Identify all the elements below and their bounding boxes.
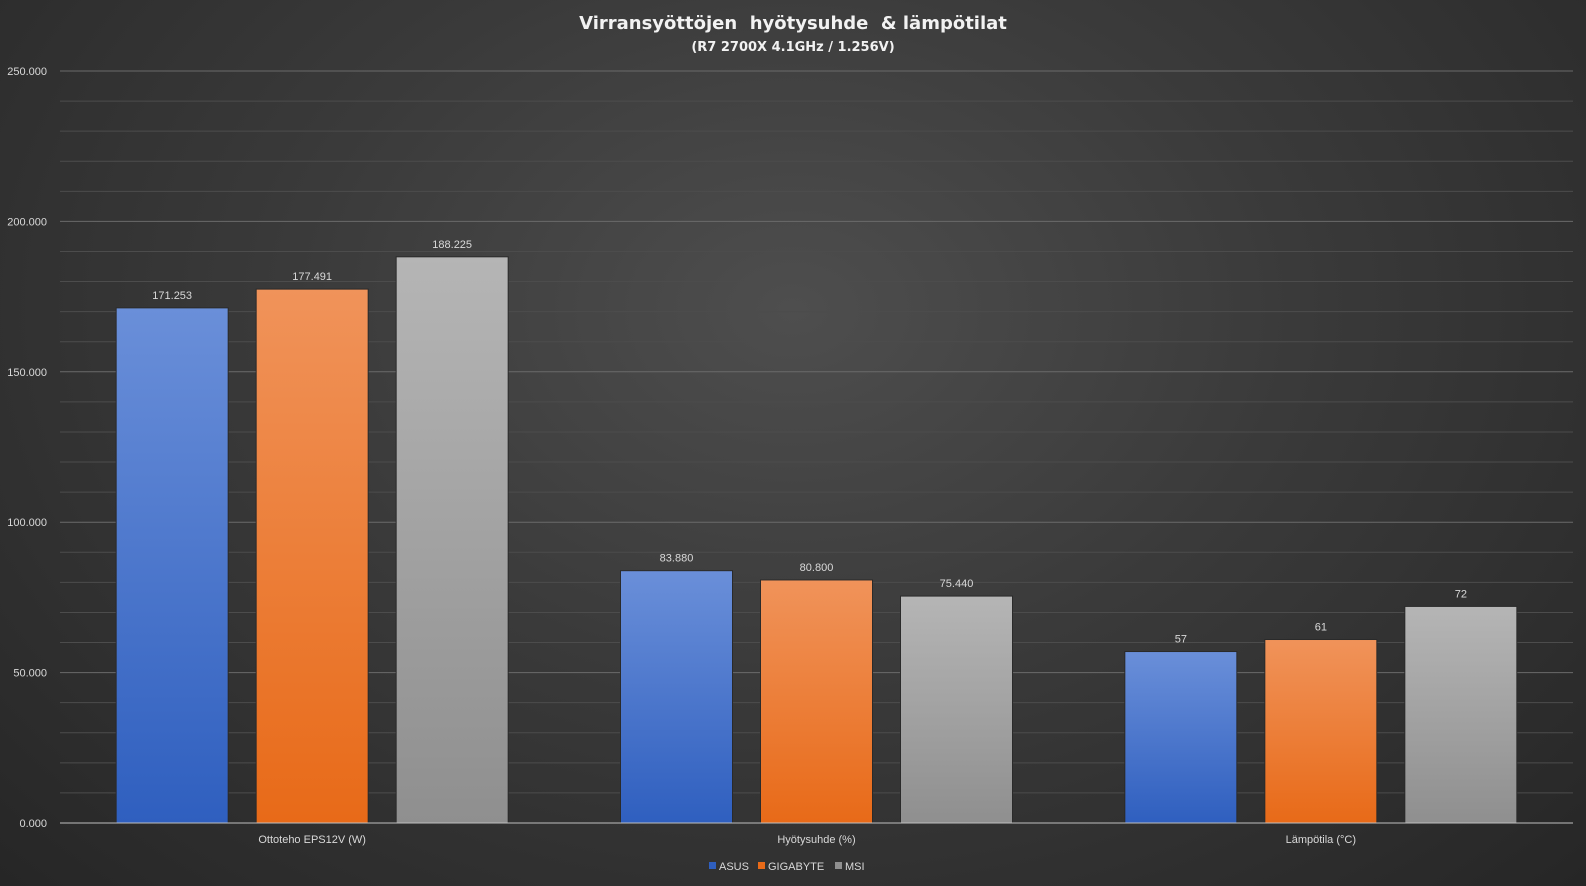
- legend: ASUS GIGABYTE MSI: [709, 861, 865, 873]
- category-label: Ottoteho EPS12V (W): [258, 834, 366, 846]
- legend-swatch-msi: [835, 862, 842, 869]
- legend-swatch-asus: [709, 862, 716, 869]
- data-label: 72: [1455, 588, 1467, 600]
- data-label: 171.253: [152, 290, 192, 302]
- bar-msi: [1404, 605, 1518, 824]
- legend-swatch-gigabyte: [758, 862, 765, 869]
- bar-asus: [620, 570, 733, 824]
- bar-gigabyte: [255, 288, 369, 824]
- bar-gigabyte: [1264, 639, 1378, 824]
- data-label: 177.491: [292, 271, 332, 283]
- y-axis-ticks: 0.000 50.000 100.000 150.000 200.000 250.000: [7, 66, 47, 830]
- legend-label-gigabyte: GIGABYTE: [768, 861, 824, 873]
- data-label: 75.440: [940, 578, 974, 590]
- data-label: 61: [1315, 622, 1327, 634]
- data-label: 83.880: [660, 553, 694, 565]
- data-label: 80.800: [800, 562, 834, 574]
- bar-asus: [115, 307, 229, 824]
- bars: [115, 256, 1518, 824]
- y-tick-label: 250.000: [7, 66, 47, 78]
- bar-asus: [1124, 651, 1238, 824]
- bar-msi: [900, 595, 1013, 824]
- category-label: Hyötysuhde (%): [777, 834, 855, 846]
- category-labels: Ottoteho EPS12V (W) Hyötysuhde (%) Lämpöti…: [258, 834, 1356, 846]
- legend-label-msi: MSI: [845, 861, 865, 873]
- y-tick-label: 200.000: [7, 216, 47, 228]
- data-label: 188.225: [432, 239, 472, 251]
- y-tick-label: 150.000: [7, 367, 47, 379]
- chart-title: Virransyöttöjen hyötysuhde & lämpötilat: [579, 13, 1007, 34]
- data-label: 57: [1175, 634, 1187, 646]
- bar-gigabyte: [760, 579, 873, 824]
- legend-label-asus: ASUS: [719, 861, 749, 873]
- y-tick-label: 100.000: [7, 517, 47, 529]
- chart-subtitle: (R7 2700X 4.1GHz / 1.256V): [691, 40, 894, 55]
- bar-msi: [395, 256, 509, 824]
- y-tick-label: 50.000: [13, 668, 47, 680]
- data-labels: 171.253 177.491 188.225 83.880 80.800 75.440 5…: [152, 239, 1467, 646]
- category-label: Lämpötila (°C): [1286, 834, 1356, 846]
- y-tick-label: 0.000: [19, 818, 47, 830]
